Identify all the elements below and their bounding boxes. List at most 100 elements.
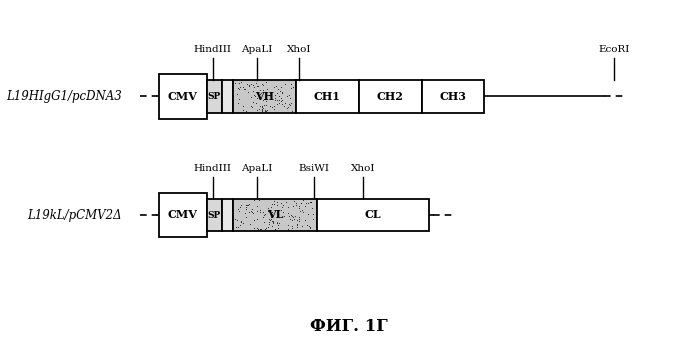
- Point: [275, 89, 286, 94]
- Point: [255, 226, 266, 232]
- Point: [287, 84, 298, 89]
- Point: [232, 85, 244, 91]
- Point: [273, 98, 284, 103]
- Point: [261, 86, 272, 91]
- Bar: [159, 193, 207, 237]
- Point: [254, 104, 265, 109]
- Point: [266, 211, 277, 217]
- Text: XhoI: XhoI: [350, 164, 376, 173]
- Text: CH2: CH2: [377, 91, 403, 102]
- Point: [266, 216, 277, 222]
- Point: [268, 198, 279, 204]
- Bar: [359, 80, 422, 113]
- Point: [243, 201, 254, 206]
- Point: [295, 201, 306, 206]
- Point: [234, 86, 245, 92]
- Text: CMV: CMV: [168, 91, 198, 102]
- Text: VH: VH: [255, 91, 274, 102]
- Point: [284, 102, 295, 107]
- Point: [267, 201, 278, 207]
- Bar: [296, 80, 359, 113]
- Point: [251, 203, 262, 208]
- Point: [246, 105, 258, 110]
- Point: [278, 214, 289, 219]
- Point: [292, 225, 303, 230]
- Point: [304, 226, 315, 231]
- Point: [291, 222, 302, 227]
- Point: [282, 210, 293, 215]
- Point: [235, 219, 246, 224]
- Point: [239, 86, 251, 92]
- Point: [260, 79, 272, 85]
- Point: [305, 199, 316, 205]
- Point: [235, 218, 246, 224]
- Point: [307, 211, 318, 216]
- Point: [286, 108, 297, 113]
- Point: [285, 85, 297, 90]
- Point: [269, 92, 281, 98]
- Text: BsiWI: BsiWI: [299, 164, 329, 173]
- Point: [258, 212, 269, 217]
- Point: [237, 220, 248, 226]
- Point: [274, 100, 285, 106]
- Point: [267, 219, 279, 225]
- Text: XhoI: XhoI: [286, 45, 311, 54]
- Point: [272, 98, 283, 103]
- Point: [246, 206, 258, 212]
- Point: [272, 219, 283, 224]
- Point: [272, 87, 283, 92]
- Point: [280, 200, 291, 205]
- Point: [255, 96, 266, 101]
- Point: [230, 80, 241, 86]
- Point: [262, 108, 273, 113]
- Point: [260, 225, 271, 231]
- Point: [302, 223, 313, 228]
- Point: [251, 83, 262, 89]
- Point: [267, 223, 278, 228]
- Point: [257, 82, 268, 88]
- Point: [283, 227, 295, 233]
- Point: [269, 226, 281, 232]
- Point: [233, 207, 244, 212]
- Bar: [233, 199, 317, 231]
- Point: [276, 201, 287, 206]
- Point: [259, 212, 270, 217]
- Point: [258, 105, 269, 110]
- Point: [257, 106, 268, 112]
- Point: [290, 214, 301, 219]
- Bar: [159, 74, 207, 119]
- Text: ApaLI: ApaLI: [242, 164, 272, 173]
- Point: [290, 202, 302, 208]
- Point: [258, 103, 269, 108]
- Point: [269, 226, 281, 232]
- Point: [258, 97, 269, 103]
- Point: [297, 209, 309, 215]
- Point: [232, 100, 243, 106]
- Point: [256, 103, 267, 108]
- Point: [297, 207, 308, 213]
- Point: [265, 207, 276, 213]
- Point: [285, 95, 296, 100]
- Point: [251, 80, 262, 86]
- Point: [294, 216, 305, 222]
- Point: [277, 90, 288, 96]
- Point: [293, 214, 304, 219]
- Point: [279, 100, 290, 106]
- Point: [286, 214, 297, 219]
- Point: [251, 225, 262, 230]
- Point: [248, 211, 259, 216]
- Point: [253, 197, 265, 203]
- Point: [298, 198, 309, 203]
- Point: [259, 219, 270, 224]
- Point: [234, 208, 245, 213]
- Point: [251, 107, 262, 113]
- Bar: [222, 199, 233, 231]
- Point: [300, 201, 311, 206]
- Point: [302, 227, 313, 233]
- Point: [267, 218, 278, 223]
- Bar: [222, 80, 233, 113]
- Point: [259, 108, 270, 114]
- Point: [272, 226, 283, 231]
- Text: HindIII: HindIII: [194, 164, 232, 173]
- Point: [248, 217, 259, 223]
